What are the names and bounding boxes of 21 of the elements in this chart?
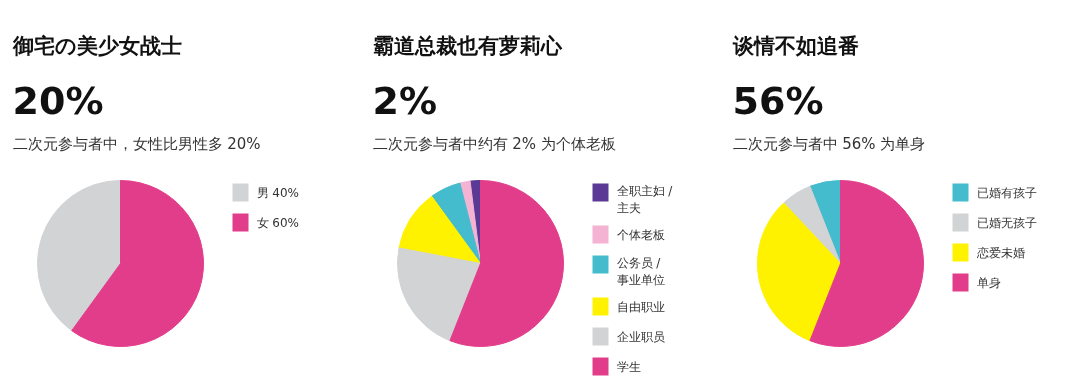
legend-label: 公务员 / 事业单位 bbox=[616, 255, 665, 288]
legend-label: 单身 bbox=[976, 275, 1001, 290]
text: 2% bbox=[372, 78, 438, 123]
legend-label: 已婚无孩子 bbox=[976, 215, 1037, 230]
chart-title: 御宅の美少女战士 bbox=[11, 33, 182, 58]
text: 20% bbox=[12, 78, 104, 123]
legend-label: 女 60% bbox=[256, 215, 299, 230]
text: 56% bbox=[732, 78, 824, 123]
legend-label: 企业职员 bbox=[616, 329, 665, 344]
chart-title: 霸道总裁也有萝莉心 bbox=[372, 33, 563, 58]
chart-subtitle: 二次元参与者中，女性比男性多 20% bbox=[12, 134, 261, 153]
chart-title: 谈情不如追番 bbox=[731, 33, 859, 58]
chart-subtitle: 二次元参与者中约有 2% 为个体老板 bbox=[372, 134, 616, 153]
legend-label: 自由职业 bbox=[616, 299, 665, 314]
legend-label: 个体老板 bbox=[616, 227, 665, 242]
legend-label: 全职主妇 / 主夫 bbox=[616, 183, 674, 216]
legend-label: 学生 bbox=[616, 359, 641, 374]
legend-label: 男 40% bbox=[256, 185, 299, 200]
legend-label: 恋爱未婚 bbox=[975, 245, 1025, 260]
legend-label: 已婚有孩子 bbox=[976, 185, 1037, 200]
chart-subtitle: 二次元参与者中 56% 为单身 bbox=[732, 134, 926, 153]
